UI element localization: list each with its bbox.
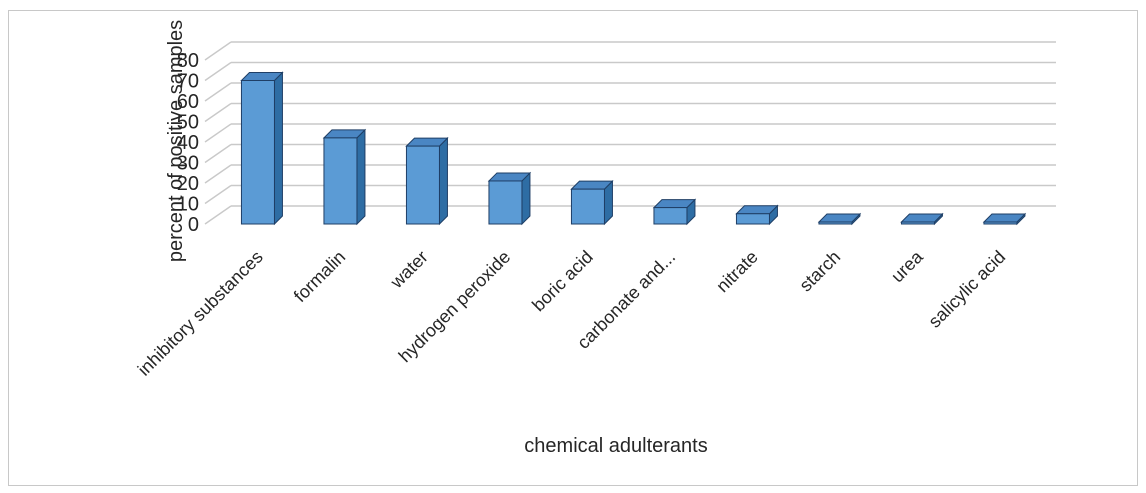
x-tick-label: nitrate (712, 247, 762, 297)
gridline-depth (204, 184, 232, 205)
bar (405, 136, 449, 226)
y-axis-label: percent of positive samples (165, 20, 187, 262)
bar (817, 212, 862, 226)
bar-front (900, 221, 935, 225)
bar-front (570, 188, 605, 225)
bar-front (323, 137, 358, 225)
bar (322, 128, 367, 226)
chart-frame: 0 10 20 30 40 50 60 70 80 inhibitory substances f… (8, 10, 1138, 486)
gridline-depth (204, 82, 232, 102)
bar-front (735, 213, 770, 225)
bar (487, 171, 532, 226)
x-tick-label: urea (887, 246, 927, 286)
bar-top (735, 205, 779, 215)
gridline-depth (204, 143, 232, 164)
x-axis-ticks: inhibitory substances formalin waterhydrog… (134, 246, 1010, 380)
bar (900, 212, 944, 226)
grid-lines (204, 41, 1056, 225)
y-tick-label: 60 (177, 91, 199, 113)
bar-top (322, 129, 367, 139)
bar-top (817, 213, 862, 223)
gridline-depth (204, 164, 232, 184)
bar-top (900, 213, 944, 223)
y-tick-label: 10 (177, 194, 199, 216)
bar-side (356, 128, 366, 226)
bar-top (570, 180, 614, 190)
bar-front (488, 180, 523, 225)
bar-top (982, 213, 1027, 223)
bars (240, 71, 1027, 226)
gridline-depth (204, 61, 232, 82)
bar-side (521, 171, 531, 226)
bar (982, 212, 1027, 226)
y-tick-label: 50 (177, 112, 199, 134)
gridline-depth (204, 102, 232, 123)
bar (570, 179, 614, 226)
bar-front (818, 221, 853, 225)
bar-top (487, 172, 532, 182)
x-tick-label: water (386, 247, 432, 293)
bar (735, 204, 779, 226)
bar-front (983, 221, 1018, 225)
bar-front (405, 145, 440, 225)
bar-side (438, 136, 448, 226)
y-tick-label: 20 (177, 173, 199, 195)
x-tick-label: starch (795, 247, 844, 296)
y-tick-label: 30 (177, 153, 199, 175)
gridline-depth (204, 123, 232, 143)
x-tick-label: boric acid (528, 247, 597, 316)
x-tick-label: inhibitory substances (134, 247, 267, 380)
bar-front (653, 207, 688, 225)
y-tick-label: 80 (177, 50, 199, 72)
x-axis-label: chemical adulterants (524, 435, 707, 457)
x-tick-label: salicylic acid (924, 247, 1009, 332)
bar-top (405, 137, 449, 147)
bar-top (240, 72, 284, 81)
bar-front (240, 80, 275, 225)
y-tick-label: 70 (177, 71, 199, 93)
bar (652, 198, 697, 226)
x-tick-label: formalin (290, 247, 349, 306)
bar-top (652, 199, 697, 209)
y-tick-label: 40 (177, 132, 199, 154)
gridline-depth (204, 41, 232, 61)
gridline-depth (204, 205, 232, 225)
bar-side (273, 71, 283, 226)
y-tick-label: 0 (188, 214, 199, 236)
bar (240, 71, 284, 226)
